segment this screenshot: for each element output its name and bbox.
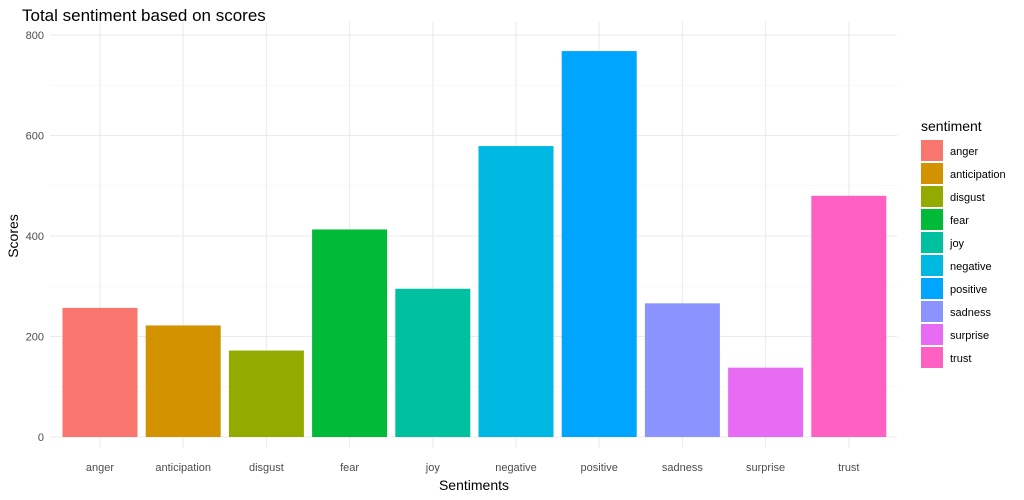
legend-label-trust: trust [950, 353, 971, 365]
x-tick-label: fear [340, 462, 359, 474]
x-tick-label: anticipation [155, 462, 211, 474]
y-tick-label: 800 [26, 30, 44, 42]
legend-key-anger [921, 140, 943, 161]
legend-items: anger anticipation disgust fear joy negative p… [921, 140, 1006, 368]
legend-key-sadness [921, 301, 943, 322]
legend-key-surprise [921, 324, 943, 345]
bar-sadness [644, 303, 720, 437]
legend-label-negative: negative [950, 261, 992, 273]
legend-key-positive [921, 278, 943, 299]
y-tick-label: 600 [26, 131, 44, 143]
x-tick-label: joy [425, 462, 441, 474]
x-tick-label: anger [86, 462, 114, 474]
x-tick-label: sadness [662, 462, 703, 474]
y-tick-label: 0 [38, 432, 44, 444]
legend-key-joy [921, 232, 943, 253]
y-tick-label: 400 [26, 231, 44, 243]
bar-disgust [228, 350, 304, 437]
legend-title: sentiment [921, 118, 982, 134]
x-tick-label: surprise [746, 462, 785, 474]
chart-title: Total sentiment based on scores [22, 6, 266, 25]
bars [62, 51, 887, 438]
bar-fear [312, 229, 388, 437]
x-axis-ticks: anger anticipation disgust fear joy negative p… [86, 462, 860, 474]
legend-key-fear [921, 209, 943, 230]
y-tick-label: 200 [26, 332, 44, 344]
legend-label-fear: fear [950, 215, 969, 227]
x-tick-label: disgust [249, 462, 284, 474]
bar-positive [561, 51, 637, 437]
legend: sentiment anger anticipation disgust fear jo… [921, 118, 1006, 368]
legend-label-anticipation: anticipation [950, 169, 1006, 181]
legend-label-anger: anger [950, 146, 978, 158]
legend-label-positive: positive [950, 284, 987, 296]
bar-negative [478, 146, 554, 438]
x-tick-label: trust [838, 462, 859, 474]
legend-label-disgust: disgust [950, 192, 985, 204]
bar-anger [62, 307, 138, 437]
bar-surprise [728, 367, 804, 437]
bar-anticipation [145, 325, 221, 437]
legend-label-sadness: sadness [950, 307, 991, 319]
x-tick-label: negative [495, 462, 537, 474]
legend-key-anticipation [921, 163, 943, 184]
legend-key-negative [921, 255, 943, 276]
x-tick-label: positive [581, 462, 618, 474]
legend-key-trust [921, 347, 943, 368]
y-axis-ticks: 0 200 400 600 800 [26, 30, 44, 444]
y-axis-title: Scores [5, 214, 21, 258]
legend-label-joy: joy [949, 238, 965, 250]
bar-trust [811, 195, 887, 437]
bar-joy [395, 288, 471, 437]
x-axis-title: Sentiments [439, 477, 509, 493]
legend-label-surprise: surprise [950, 330, 989, 342]
legend-key-disgust [921, 186, 943, 207]
